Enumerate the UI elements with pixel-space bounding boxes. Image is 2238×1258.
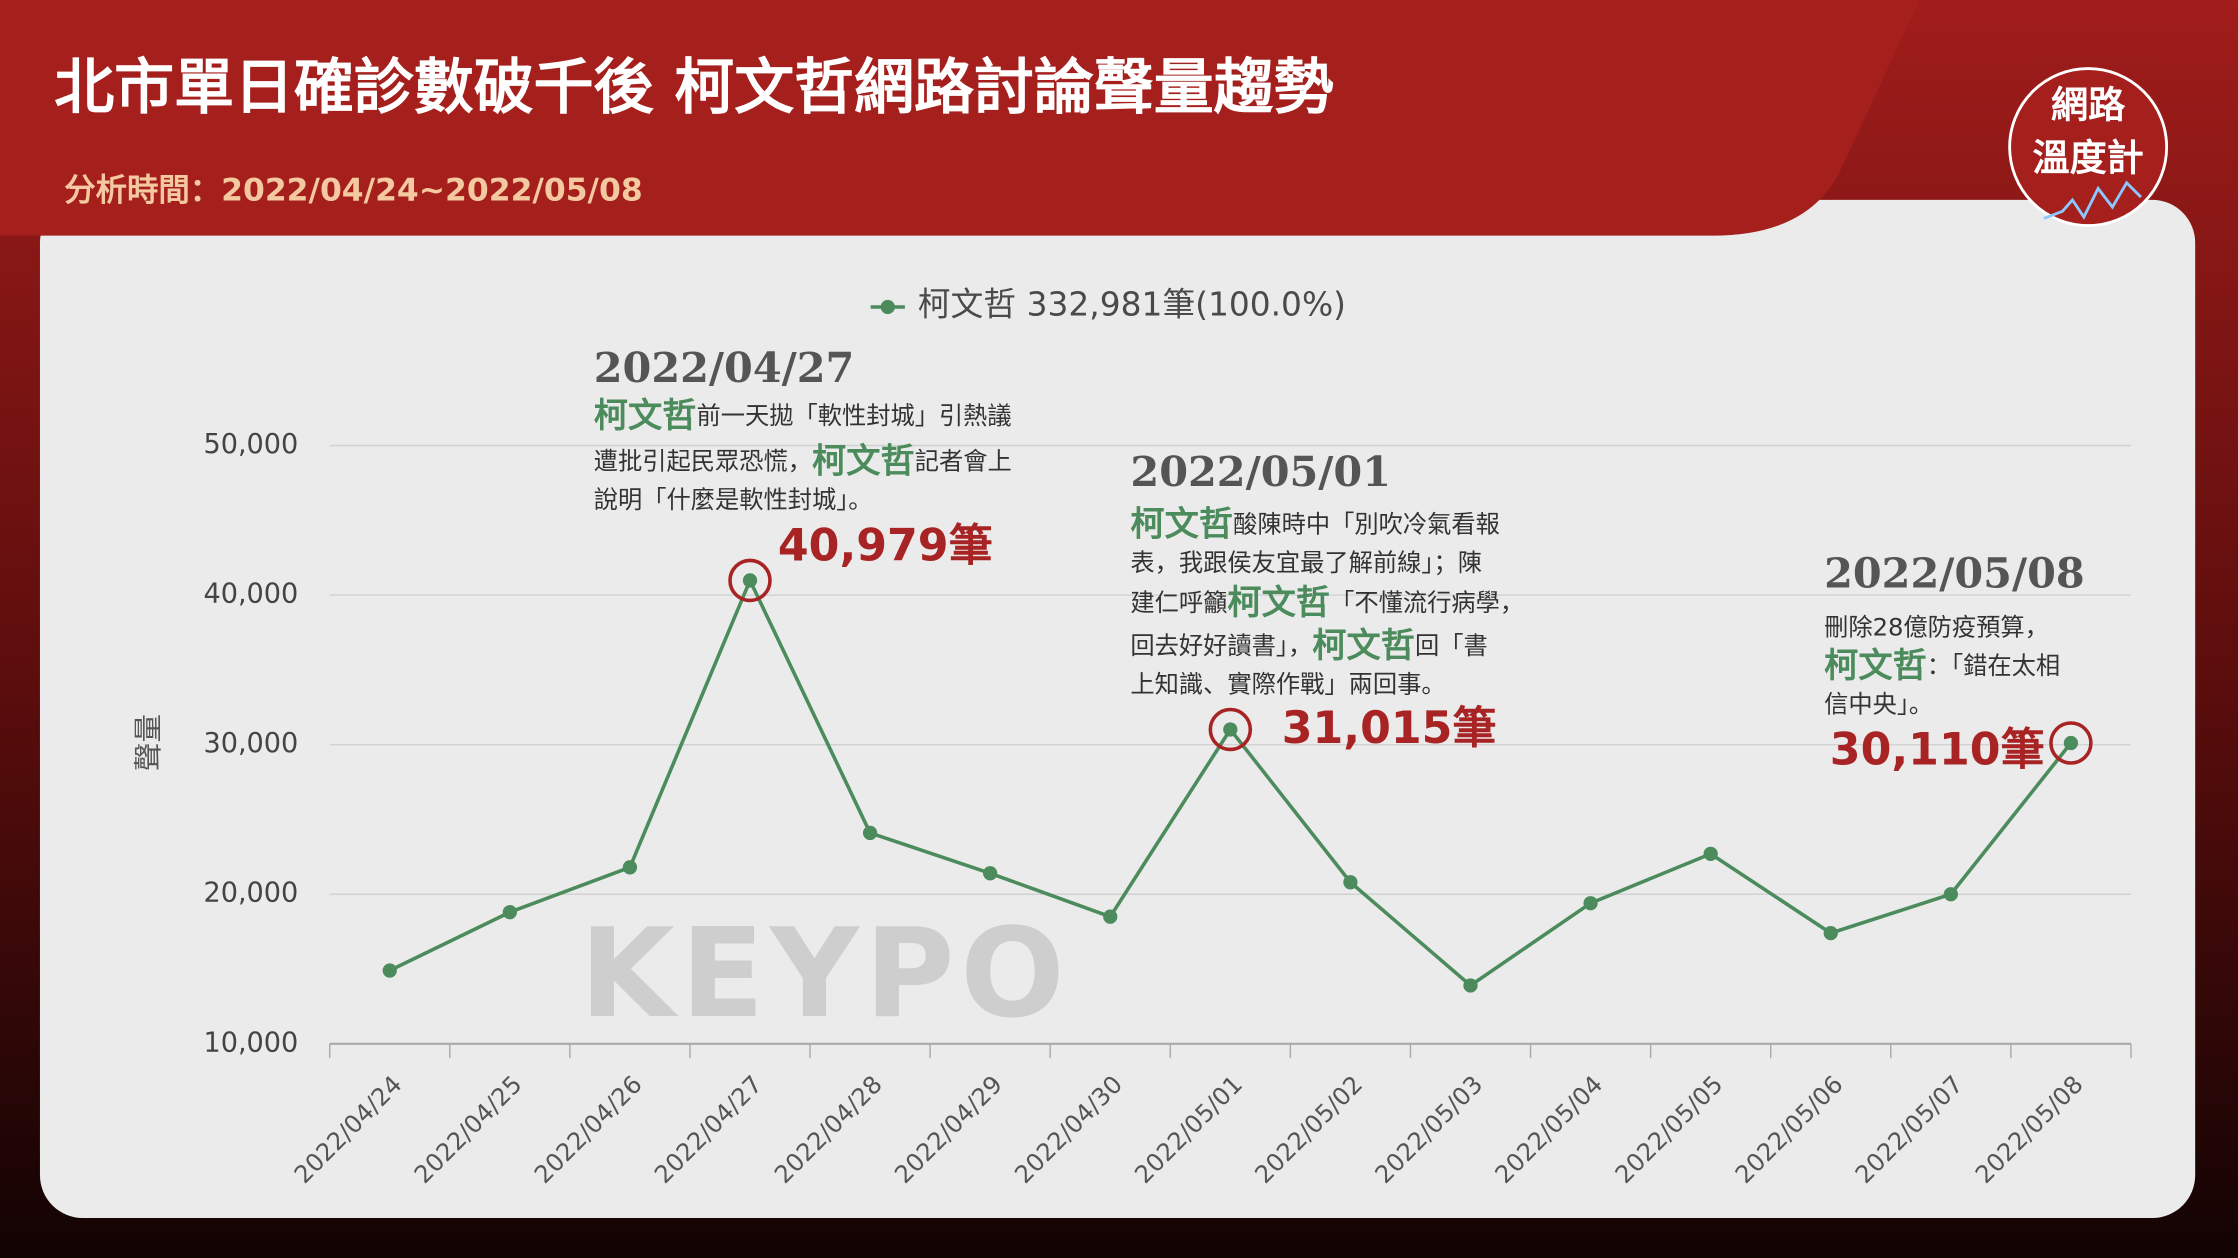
legend-marker (880, 299, 895, 315)
chart-title: 北市單日確診數破千後 柯文哲網路討論聲量趨勢 (54, 53, 1333, 123)
logo (2008, 67, 2169, 228)
annotation-date: 2022/05/01 (1130, 447, 1391, 496)
y-axis-label: 聲量 (131, 714, 165, 771)
data-point (742, 573, 758, 588)
y-tick-label: 30,000 (203, 728, 298, 759)
watermark: KEYPO (580, 902, 1071, 1045)
panel (39, 199, 2196, 1219)
y-tick-label: 40,000 (203, 579, 298, 610)
data-point (1583, 896, 1598, 911)
annotation-text: 遭批引起民眾恐慌，柯文哲記者會上 (594, 441, 1012, 481)
logo-text: 網路 (2051, 84, 2126, 127)
logo-icon (2043, 180, 2142, 220)
data-point (502, 905, 517, 920)
data-point (1103, 909, 1118, 924)
highlight-ring (2049, 721, 2093, 765)
data-point (1823, 925, 1838, 941)
highlight-ring (728, 558, 772, 603)
annotation-date: 2022/05/08 (1824, 548, 2085, 597)
data-point (622, 860, 638, 875)
header-band (0, 0, 1920, 236)
data-point (382, 963, 397, 978)
legend-total: 332,981筆(100.0%) (1027, 285, 1346, 323)
annotation-text: 上知識、實際作戰」兩回事。 (1130, 669, 1445, 698)
legend-name: 柯文哲 (918, 285, 1016, 323)
annotation-text: 信中央」。 (1824, 689, 1933, 718)
value-label: 40,979筆 (778, 520, 993, 571)
value-label: 30,110筆 (1830, 725, 2045, 776)
data-point (1943, 887, 1958, 902)
annotation-text: 柯文哲前一天拋「軟性封城」引熱議 (594, 395, 1012, 435)
annotation-date: 2022/04/27 (594, 343, 855, 392)
value-label: 31,015筆 (1282, 703, 1497, 754)
logo-text: 溫度計 (2032, 136, 2143, 179)
highlight-ring (1208, 707, 1253, 752)
annotation-text: 刪除28億防疫預算， (1824, 612, 2049, 641)
annotation-text: 說明「什麼是軟性封城」。 (594, 485, 873, 514)
data-point (983, 866, 998, 881)
y-tick-label: 20,000 (203, 878, 298, 909)
annotation-text: 回去好好讀書」，柯文哲回「書 (1130, 625, 1487, 665)
data-point (1703, 846, 1718, 861)
annotation-text: 柯文哲：「錯在太相 (1824, 645, 2060, 685)
data-point (1223, 722, 1238, 737)
annotation-text: 柯文哲酸陳時中「別吹冷氣看報 (1130, 504, 1499, 544)
legend-label: 柯文哲 332,981筆(100.0%) (918, 285, 1346, 323)
data-point (862, 825, 878, 841)
data-point (1463, 978, 1478, 993)
y-tick-label: 10,000 (203, 1027, 298, 1058)
subtitle: 分析時間：2022/04/24~2022/05/08 (64, 172, 642, 208)
annotation-text: 建仁呼籲柯文哲「不懂流行病學， (1130, 583, 1524, 623)
y-tick-label: 50,000 (203, 429, 298, 460)
data-point (2063, 735, 2079, 751)
data-point (1343, 875, 1358, 890)
annotation-text: 表，我跟侯友宜最了解前線」；陳 (1130, 548, 1482, 577)
